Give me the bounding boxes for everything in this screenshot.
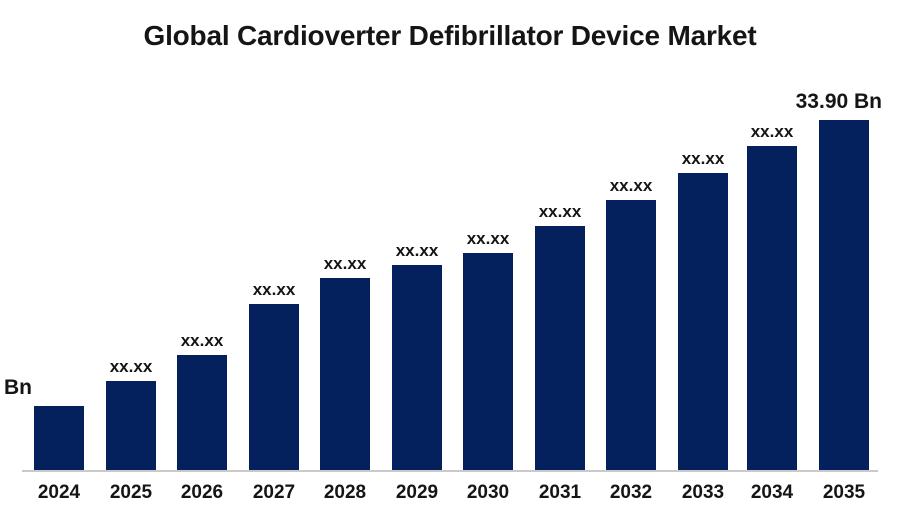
x-axis-label-2035: 2035 — [822, 482, 866, 503]
bar-value-label-2033: xx.xx — [681, 149, 725, 168]
bar-2031[interactable] — [535, 226, 585, 470]
bar-2027[interactable] — [249, 304, 299, 470]
bar-value-label-2034: xx.xx — [750, 122, 794, 141]
bar-2029[interactable] — [392, 265, 442, 470]
bar-2025[interactable] — [106, 381, 156, 470]
bar-2028[interactable] — [320, 278, 370, 470]
bar-2026[interactable] — [177, 355, 227, 470]
x-axis-label-2025: 2025 — [109, 482, 153, 503]
bar-group: xx.xx 2026 — [177, 0, 227, 525]
bar-group: xx.xx 2032 — [606, 0, 656, 525]
bar-value-label-2031: xx.xx — [538, 202, 582, 221]
x-axis-label-2028: 2028 — [323, 482, 367, 503]
bar-group: xx.xx 2025 — [106, 0, 156, 525]
x-axis-line — [22, 470, 878, 472]
bar-group: xx.xx 2031 — [535, 0, 585, 525]
bar-2032[interactable] — [606, 200, 656, 470]
bar-group: xx.xx 2028 — [320, 0, 370, 525]
bar-2034[interactable] — [747, 146, 797, 470]
bar-value-label-2030: xx.xx — [466, 229, 510, 248]
x-axis-label-2024: 2024 — [37, 482, 81, 503]
x-axis-label-2030: 2030 — [466, 482, 510, 503]
chart-title: Global Cardioverter Defibrillator Device… — [143, 20, 757, 51]
bar-value-label-2027: xx.xx — [252, 280, 296, 299]
bar-group: xx.xx 2029 — [392, 0, 442, 525]
bar-value-label-2028: xx.xx — [323, 254, 367, 273]
x-axis-label-2033: 2033 — [681, 482, 725, 503]
x-axis-label-2026: 2026 — [180, 482, 224, 503]
x-axis-label-2029: 2029 — [395, 482, 439, 503]
bar-group: xx.xx 2034 — [747, 0, 797, 525]
bar-value-label-2029: xx.xx — [395, 241, 439, 260]
bar-group: 33.90 Bn 2035 — [796, 0, 882, 525]
bar-group: 16.18 Bn 2024 — [0, 0, 84, 525]
x-axis-label-2031: 2031 — [538, 482, 582, 503]
bar-value-label-2032: xx.xx — [609, 176, 653, 195]
bar-2024[interactable] — [34, 406, 84, 470]
bar-value-label-2025: xx.xx — [109, 357, 153, 376]
bar-group: xx.xx 2027 — [249, 0, 299, 525]
x-axis-label-2027: 2027 — [252, 482, 296, 503]
bar-2030[interactable] — [463, 253, 513, 470]
bar-2035[interactable] — [819, 120, 869, 470]
bar-2033[interactable] — [678, 173, 728, 470]
bar-value-label-2035: 33.90 Bn — [795, 90, 883, 113]
bar-group: xx.xx 2033 — [678, 0, 728, 525]
x-axis-label-2034: 2034 — [750, 482, 794, 503]
bar-group: xx.xx 2030 — [463, 0, 513, 525]
bar-value-label-2026: xx.xx — [180, 331, 224, 350]
x-axis-label-2032: 2032 — [609, 482, 653, 503]
bar-value-label-2024: 16.18 Bn — [0, 376, 32, 399]
